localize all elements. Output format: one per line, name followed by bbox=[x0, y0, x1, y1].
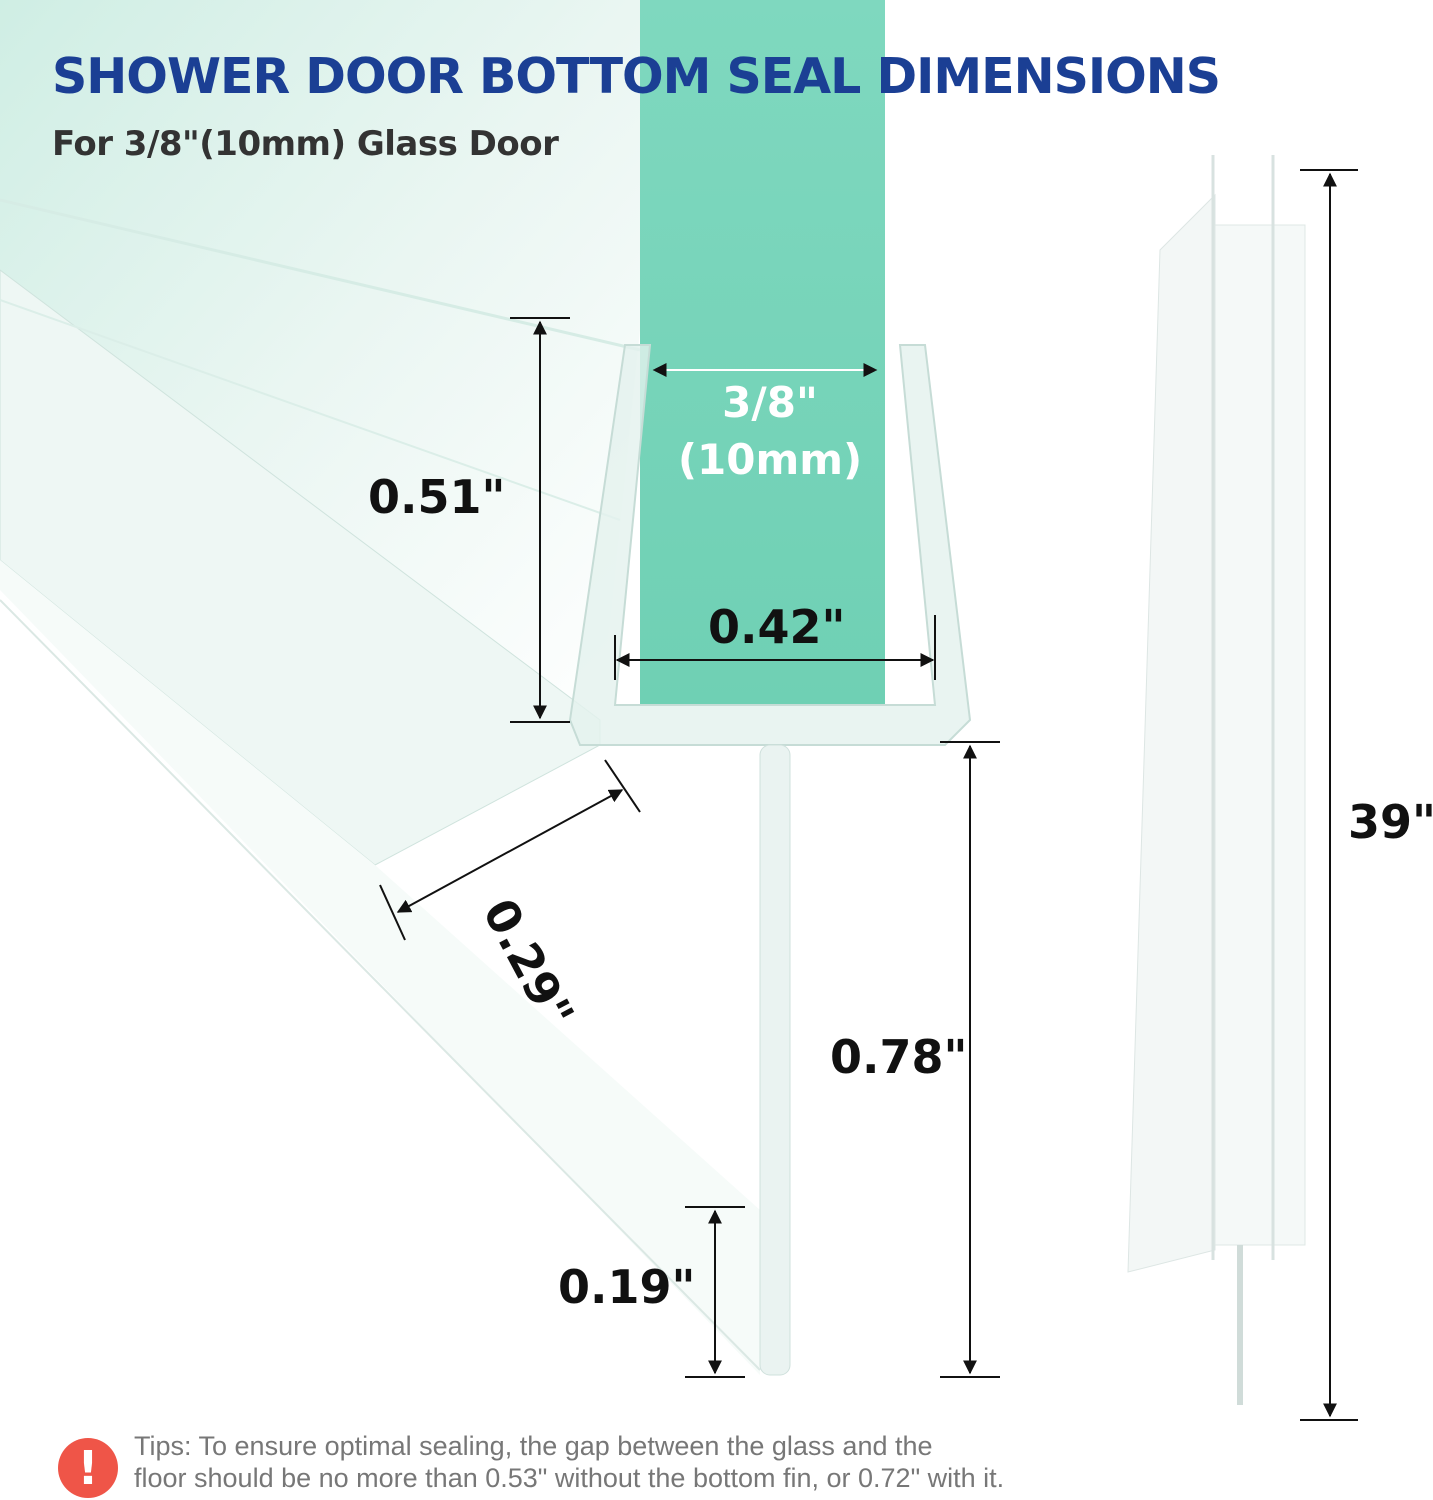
tips-line-1: Tips: To ensure optimal sealing, the gap… bbox=[134, 1431, 933, 1461]
length-label: 39" bbox=[1348, 795, 1433, 849]
glass-pane bbox=[640, 0, 885, 705]
fin-height-label: 0.78" bbox=[830, 1030, 968, 1084]
channel-height-label: 0.51" bbox=[368, 470, 506, 524]
channel-width-label: 0.42" bbox=[708, 600, 846, 654]
dim-line-0.29 bbox=[396, 789, 624, 913]
bottom-fin bbox=[759, 744, 791, 1376]
seal-flap-lower bbox=[0, 560, 760, 1375]
glass-thickness-mm-label: (10mm) bbox=[677, 435, 863, 484]
page-subtitle: For 3/8"(10mm) Glass Door bbox=[52, 124, 559, 164]
glass-thickness-label: 3/8" bbox=[722, 378, 818, 427]
seal-body bbox=[0, 0, 640, 720]
seal-full-length-view bbox=[1127, 155, 1306, 1405]
tips-text: Tips: To ensure optimal sealing, the gap… bbox=[134, 1430, 1004, 1494]
u-channel bbox=[568, 344, 972, 746]
tips-line-2: floor should be no more than 0.53" witho… bbox=[134, 1463, 1005, 1493]
fin-tip-label: 0.19" bbox=[558, 1260, 696, 1314]
exclamation-icon: ! bbox=[58, 1438, 118, 1498]
page-title: SHOWER DOOR BOTTOM SEAL DIMENSIONS bbox=[52, 48, 1221, 105]
